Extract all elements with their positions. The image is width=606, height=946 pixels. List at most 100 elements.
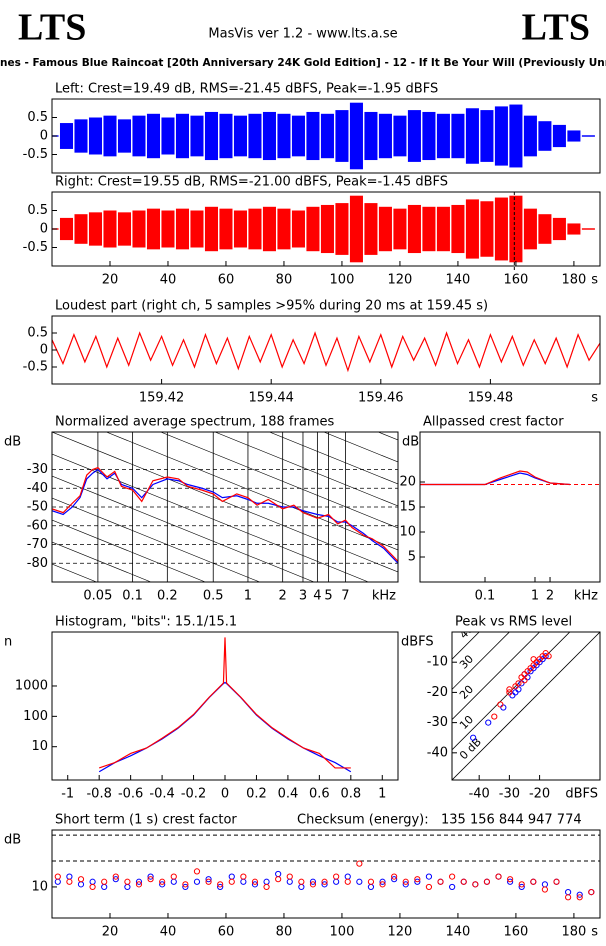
point xyxy=(367,883,375,891)
point xyxy=(89,883,96,891)
x-tick-label: -0.8 xyxy=(86,787,111,802)
point xyxy=(147,876,154,883)
point xyxy=(182,883,189,891)
envelope-bar xyxy=(480,201,494,257)
panel-title: Left: Crest=19.49 dB, RMS=-21.45 dBFS, P… xyxy=(55,82,438,97)
point xyxy=(518,881,525,888)
point xyxy=(515,680,522,687)
envelope-bar xyxy=(291,115,305,157)
y-tick-label: -40 xyxy=(27,481,48,496)
envelope-bar xyxy=(552,217,566,241)
x-tick-label: 180 xyxy=(561,273,586,288)
y-tick-label: 0.5 xyxy=(27,110,48,125)
y-tick-label: 15 xyxy=(399,500,416,515)
envelope-bar xyxy=(581,135,595,137)
envelope-bar xyxy=(451,204,465,254)
envelope-bar xyxy=(175,208,189,250)
point xyxy=(159,878,166,885)
plot-area xyxy=(52,432,398,582)
x-tick-label: 2 xyxy=(546,589,554,604)
point xyxy=(530,878,537,885)
y-tick-label: 10 xyxy=(31,739,48,754)
point xyxy=(472,881,479,888)
panel-frame xyxy=(51,315,601,385)
panel-frame xyxy=(51,631,399,781)
y-tick-label: 0.5 xyxy=(27,203,48,218)
series-line xyxy=(52,468,398,564)
point xyxy=(321,878,328,885)
point xyxy=(333,873,340,880)
x-tick-label: -40 xyxy=(469,787,490,802)
envelope-bar xyxy=(523,208,537,250)
point xyxy=(509,692,516,699)
envelope-bar xyxy=(523,115,537,157)
y-tick-label: 0.5 xyxy=(27,326,48,341)
x-tick-label: 159.42 xyxy=(139,391,185,406)
y-tick-label: -30 xyxy=(427,715,448,730)
point xyxy=(500,704,507,711)
envelope-bar xyxy=(494,197,508,261)
point xyxy=(66,873,73,880)
diagonal-guide xyxy=(159,432,398,529)
y-axis-label: dB xyxy=(402,435,419,450)
x-tick-label: -1 xyxy=(61,787,74,802)
envelope-bar xyxy=(161,210,175,248)
y-tick-label: -10 xyxy=(427,655,448,670)
envelope-bar xyxy=(88,117,103,155)
envelope-bar xyxy=(538,214,552,244)
x-tick-label: 140 xyxy=(446,273,471,288)
point xyxy=(541,881,549,888)
envelope-bar xyxy=(407,110,421,162)
envelope-bar xyxy=(74,214,88,244)
point xyxy=(402,881,409,888)
point xyxy=(437,878,444,885)
x-tick-label: -30 xyxy=(499,787,520,802)
point xyxy=(506,686,513,693)
envelope-bar xyxy=(581,228,595,230)
point xyxy=(507,878,514,885)
envelope-bar xyxy=(393,115,407,157)
point xyxy=(309,881,317,888)
envelope-bar xyxy=(190,210,204,248)
y-axis-label: n xyxy=(4,635,12,650)
panel-frame xyxy=(51,829,601,919)
envelope-bar xyxy=(480,110,494,162)
point xyxy=(124,878,131,885)
envelope-bar xyxy=(465,199,479,259)
point xyxy=(495,873,502,880)
point xyxy=(286,878,293,885)
envelope-bar xyxy=(219,113,233,159)
diagonal-guide xyxy=(52,497,261,582)
diagonal-label: 10 xyxy=(457,713,476,732)
panel-frame xyxy=(419,431,601,583)
point xyxy=(135,878,143,885)
y-tick-label: 0 xyxy=(40,129,48,144)
y-tick-label: -0.5 xyxy=(23,147,48,162)
diagonal-label: 20 xyxy=(457,683,476,702)
x-tick-label: 80 xyxy=(276,273,293,288)
x-axis-label: s xyxy=(591,273,598,288)
y-tick-label: -0.5 xyxy=(23,240,48,255)
point xyxy=(506,689,513,696)
point xyxy=(542,653,549,660)
envelope-bar xyxy=(291,210,305,248)
point xyxy=(379,878,386,885)
x-tick-label: 100 xyxy=(330,925,355,940)
y-tick-label: 5 xyxy=(408,550,416,565)
point xyxy=(460,878,467,885)
panel-title: Histogram, "bits": 15.1/15.1 xyxy=(55,615,237,630)
y-tick-label: -60 xyxy=(27,518,48,533)
app-title: MasVis ver 1.2 - www.lts.a.se xyxy=(208,27,397,42)
x-tick-label: -0.6 xyxy=(118,787,143,802)
x-tick-label: 40 xyxy=(160,925,177,940)
x-axis-label: s xyxy=(591,925,598,940)
envelope-bar xyxy=(306,111,320,161)
point xyxy=(449,873,456,880)
envelope-bar xyxy=(233,210,247,248)
envelope-bar xyxy=(132,210,146,248)
point xyxy=(356,878,363,885)
point xyxy=(309,878,317,885)
point xyxy=(545,653,552,660)
point xyxy=(54,878,61,885)
x-tick-label: 60 xyxy=(218,273,235,288)
